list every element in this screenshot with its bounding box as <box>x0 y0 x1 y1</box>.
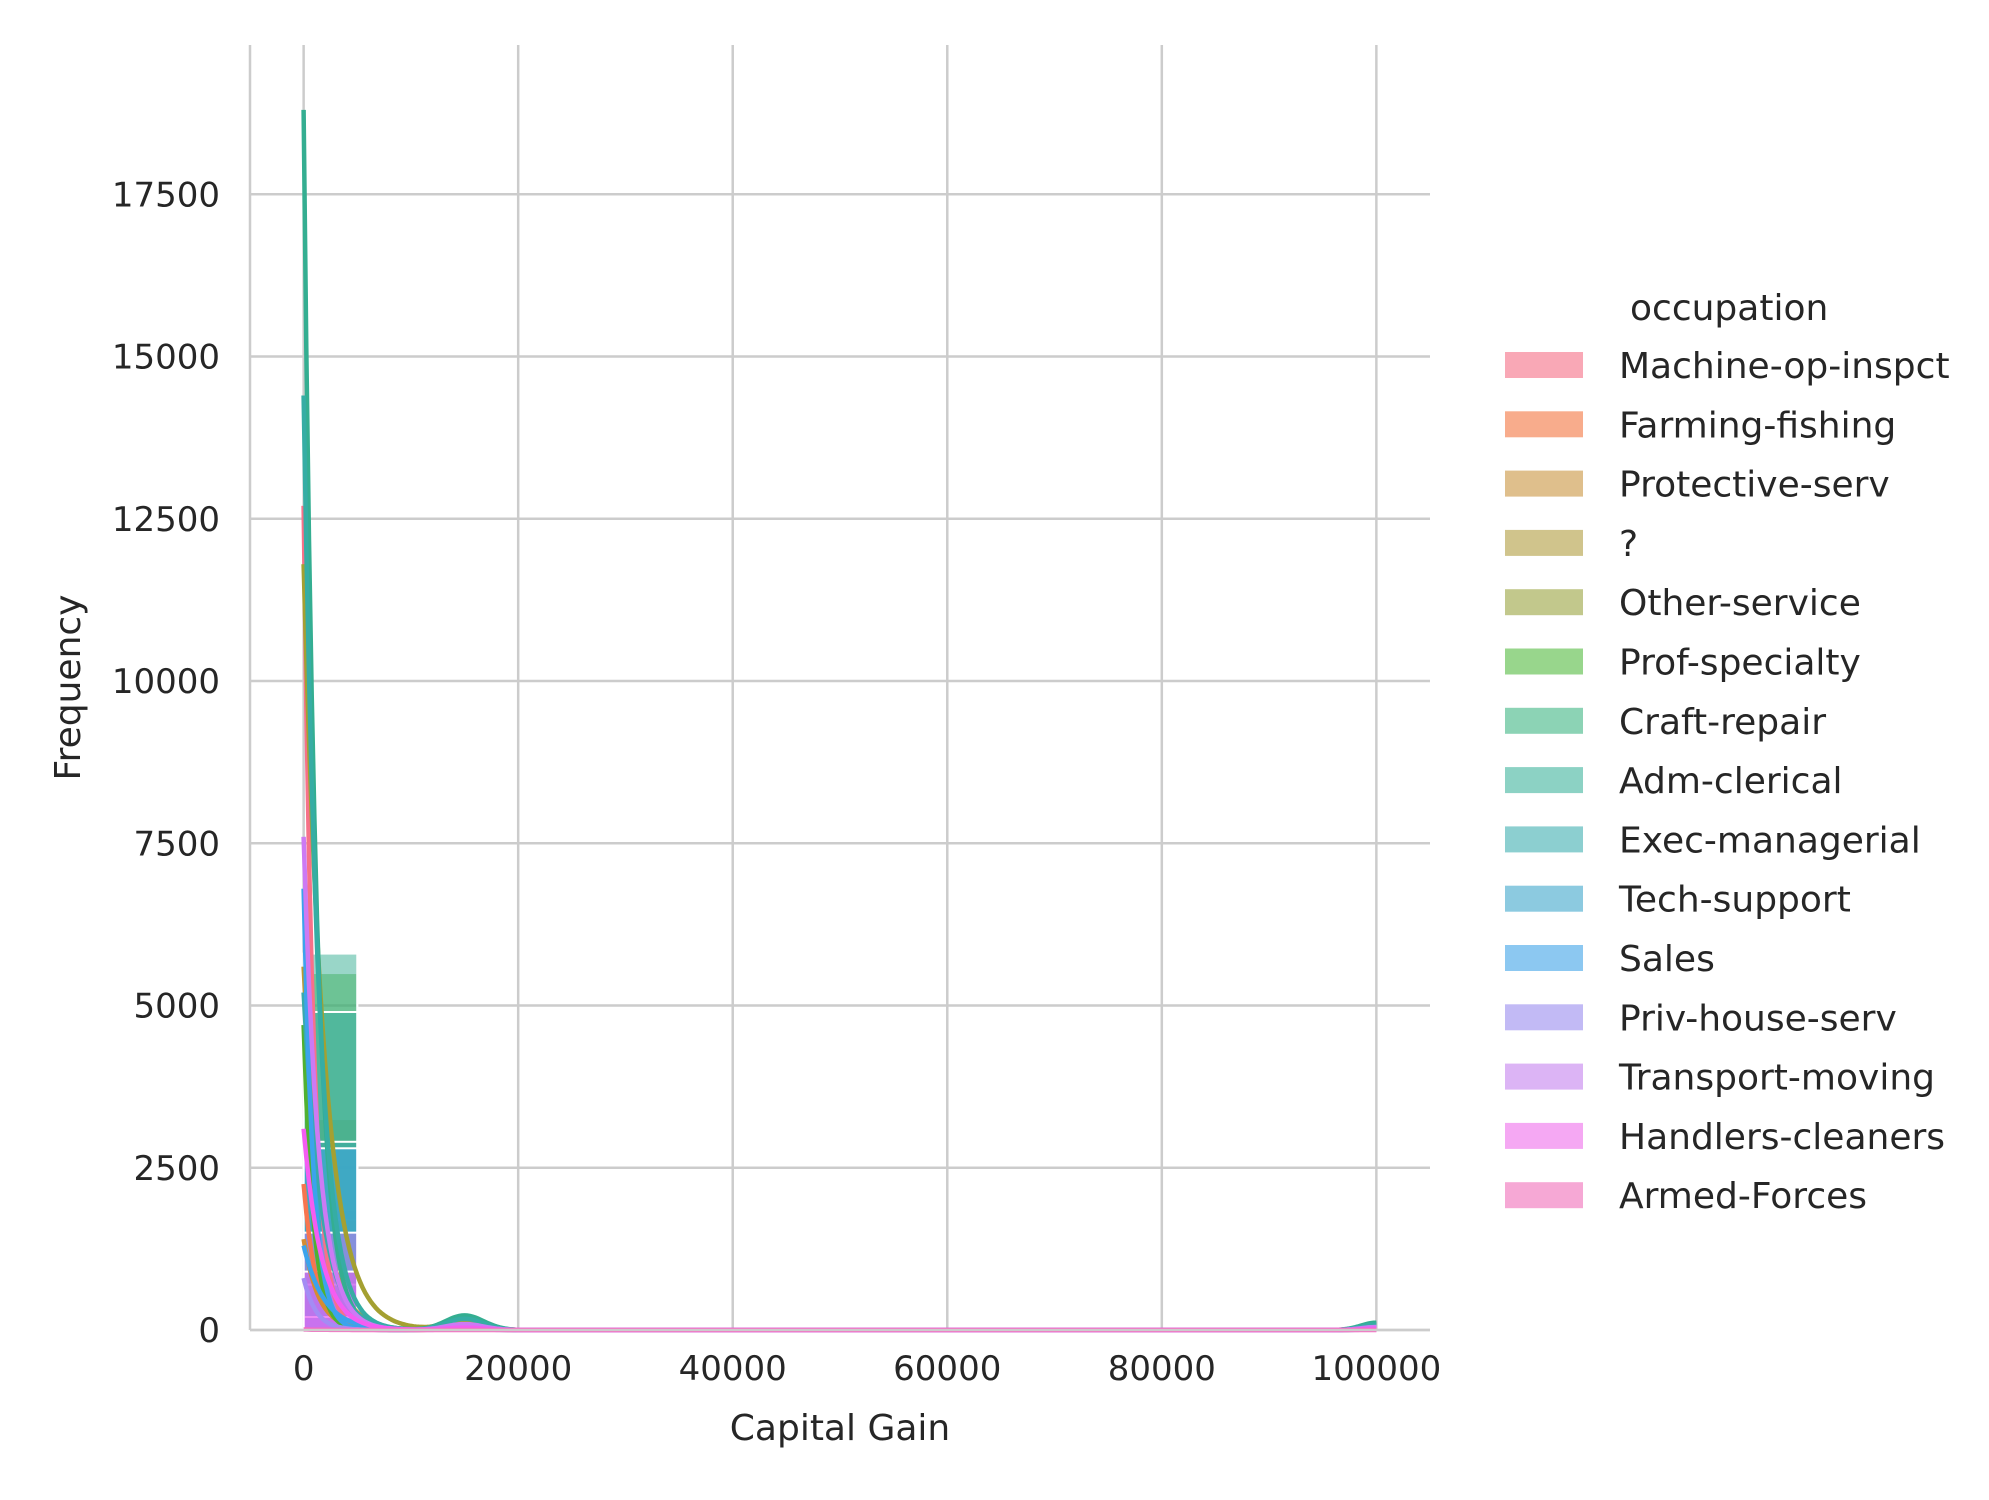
legend-label: Farming-fishing <box>1619 405 1896 446</box>
legend-swatch <box>1505 1063 1583 1090</box>
y-tick-label: 7500 <box>133 824 220 864</box>
y-axis-label: Frequency <box>48 595 89 781</box>
kde-line <box>301 564 1377 1333</box>
kde-line <box>301 992 1377 1333</box>
kde-line <box>301 836 1377 1333</box>
kde-line <box>301 505 1377 1333</box>
kde-line <box>301 109 1377 1333</box>
legend-label: Protective-serv <box>1619 465 1890 506</box>
y-tick-label: 10000 <box>112 662 220 702</box>
legend-label: Handlers-cleaners <box>1619 1117 1945 1158</box>
y-tick-label: 5000 <box>133 987 220 1027</box>
kde-line <box>301 1128 1377 1333</box>
kde-lines <box>301 109 1377 1333</box>
y-tick-label: 2500 <box>133 1149 220 1189</box>
y-tick-label: 0 <box>198 1311 220 1351</box>
x-tick-label: 40000 <box>679 1349 787 1389</box>
legend-swatch <box>1505 945 1583 971</box>
legend-label: Machine-op-inspct <box>1619 346 1950 387</box>
legend-label: Transport-moving <box>1618 1058 1935 1099</box>
legend-label: ? <box>1619 524 1638 565</box>
x-tick-label: 100000 <box>1311 1349 1441 1389</box>
y-ticks: 0 2500 5000 7500 10000 12500 15000 17500 <box>112 175 220 1351</box>
x-tick-label: 80000 <box>1108 1349 1216 1389</box>
axes <box>248 45 1430 1332</box>
legend-swatch <box>1505 885 1583 912</box>
kde-line <box>301 1024 1377 1333</box>
legend-swatch <box>1505 707 1583 734</box>
legend-swatch <box>1505 411 1583 438</box>
x-tick-label: 60000 <box>893 1349 1001 1389</box>
legend-swatch <box>1505 589 1583 616</box>
grid <box>250 45 1430 1332</box>
legend-label: Sales <box>1619 939 1715 980</box>
legend-swatch <box>1505 529 1583 556</box>
x-ticks: 0 20000 40000 60000 80000 100000 <box>293 1349 1441 1389</box>
kde-line <box>301 395 1377 1333</box>
legend: occupation Machine-op-inspct Farming-fish… <box>1505 288 1950 1217</box>
legend-swatch <box>1505 826 1583 853</box>
kde-line <box>301 888 1377 1333</box>
legend-label: Priv-house-serv <box>1619 998 1897 1039</box>
kde-line <box>301 966 1377 1333</box>
legend-label: Exec-managerial <box>1619 820 1921 861</box>
kde-line <box>301 1183 1377 1333</box>
legend-title: occupation <box>1630 288 1828 329</box>
legend-swatch <box>1505 1004 1583 1031</box>
legend-swatch <box>1505 352 1583 378</box>
legend-label: Tech-support <box>1618 880 1851 921</box>
y-tick-label: 15000 <box>112 338 220 378</box>
legend-swatch <box>1505 648 1583 675</box>
y-tick-label: 17500 <box>112 175 220 215</box>
legend-label: Craft-repair <box>1619 702 1826 743</box>
x-tick-label: 20000 <box>464 1349 572 1389</box>
legend-label: Other-service <box>1619 583 1861 624</box>
legend-swatch <box>1505 1122 1583 1149</box>
legend-label: Prof-specialty <box>1619 643 1861 684</box>
legend-label: Adm-clerical <box>1619 761 1843 802</box>
legend-swatch <box>1505 1182 1583 1209</box>
legend-swatch <box>1505 470 1583 497</box>
x-tick-label: 0 <box>293 1349 315 1389</box>
y-tick-label: 12500 <box>112 500 220 540</box>
legend-swatch <box>1505 767 1583 794</box>
legend-label: Armed-Forces <box>1619 1176 1867 1217</box>
x-axis-label: Capital Gain <box>730 1408 950 1449</box>
